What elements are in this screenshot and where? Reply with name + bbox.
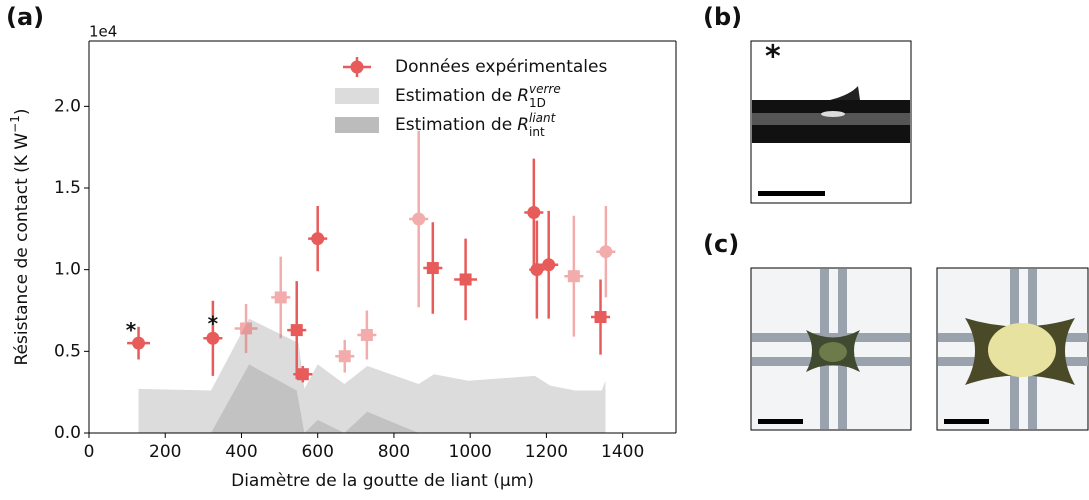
y-tick-label: 0.5 [54,341,81,361]
panel-label: (a) [6,3,44,31]
point [308,205,328,272]
marker [426,262,439,275]
legend-label-text: Estimation de [395,115,512,135]
point [335,339,355,373]
marker [567,270,580,283]
point [357,310,377,360]
panel-label: (b) [703,3,742,31]
point [596,205,616,298]
photo-c2 [936,267,1089,431]
x-tick-label: 800 [378,442,410,462]
photo-b: * [750,40,912,204]
x-tick-label: 0 [84,442,95,462]
legend-swatch [335,88,379,104]
offset-text: 1e4 [89,23,117,41]
x-tick-label: 1200 [525,442,568,462]
legend-swatch [350,60,364,74]
y-tick-label: 1.5 [54,178,81,198]
point [234,303,258,353]
legend-label-text: Estimation de [395,86,512,106]
legend-label: Estimation de Rliant int [395,111,557,139]
point [564,215,584,337]
marker [206,331,220,345]
x-tick-label: 1000 [449,442,492,462]
marker [594,311,607,324]
marker [599,245,613,259]
marker [296,368,309,381]
point [590,279,611,355]
point [454,238,478,321]
marker [360,329,373,341]
point [529,220,545,319]
legend-label: Données expérimentales [395,57,607,77]
point [539,210,559,319]
marker [290,324,303,337]
y-tick-label: 0.0 [54,423,81,443]
x-tick-label: 200 [149,442,181,462]
annotation: * [208,312,219,336]
point [524,158,544,267]
legend-label: Estimation de Rverre 1D [395,82,561,110]
y-axis-label-end: ) [12,108,32,115]
point [423,222,443,314]
marker [527,206,541,219]
legend-label-sup: liant [529,111,557,125]
x-tick-label: 1400 [601,442,644,462]
point [203,300,223,376]
marker [530,263,544,277]
legend-label-symbol: R [517,86,529,106]
annotation: * [126,318,137,342]
marker [311,232,325,246]
marker [274,291,287,304]
y-axis-label: Résistance de contact (K W−1) [8,108,33,365]
legend-label-symbol: R [517,115,529,135]
marker [412,212,426,226]
point [293,366,313,383]
point [287,281,307,380]
point [409,130,429,308]
legend-label-sub: int [529,125,545,139]
area [210,364,604,433]
marker [338,350,351,363]
y-axis-label-text: Résistance de contact (K W [12,133,32,366]
x-axis-label: Diamètre de la goutte de liant (µm) [231,471,534,491]
marker [240,322,253,335]
legend-label-sup: verre [529,82,561,96]
point [271,256,291,339]
legend-swatch [335,117,379,133]
legend-label-sub: 1D [529,96,546,110]
marker [132,336,146,350]
marker [459,273,472,286]
y-tick-label: 2.0 [54,96,81,116]
x-tick-label: 600 [301,442,333,462]
plot: 0 200 400 600 800 1000 1200 1400 0.0 0.5 1.0 1.5 2.0… [8,23,677,491]
x-tick-label: 400 [225,442,257,462]
photo-marker: * [765,40,781,75]
panel-label: (c) [703,230,739,258]
photo-c1 [750,267,912,431]
point [127,326,150,360]
marker [542,258,556,272]
y-tick-label: 1.0 [54,260,81,280]
y-axis-label-sup: −1 [8,115,22,133]
